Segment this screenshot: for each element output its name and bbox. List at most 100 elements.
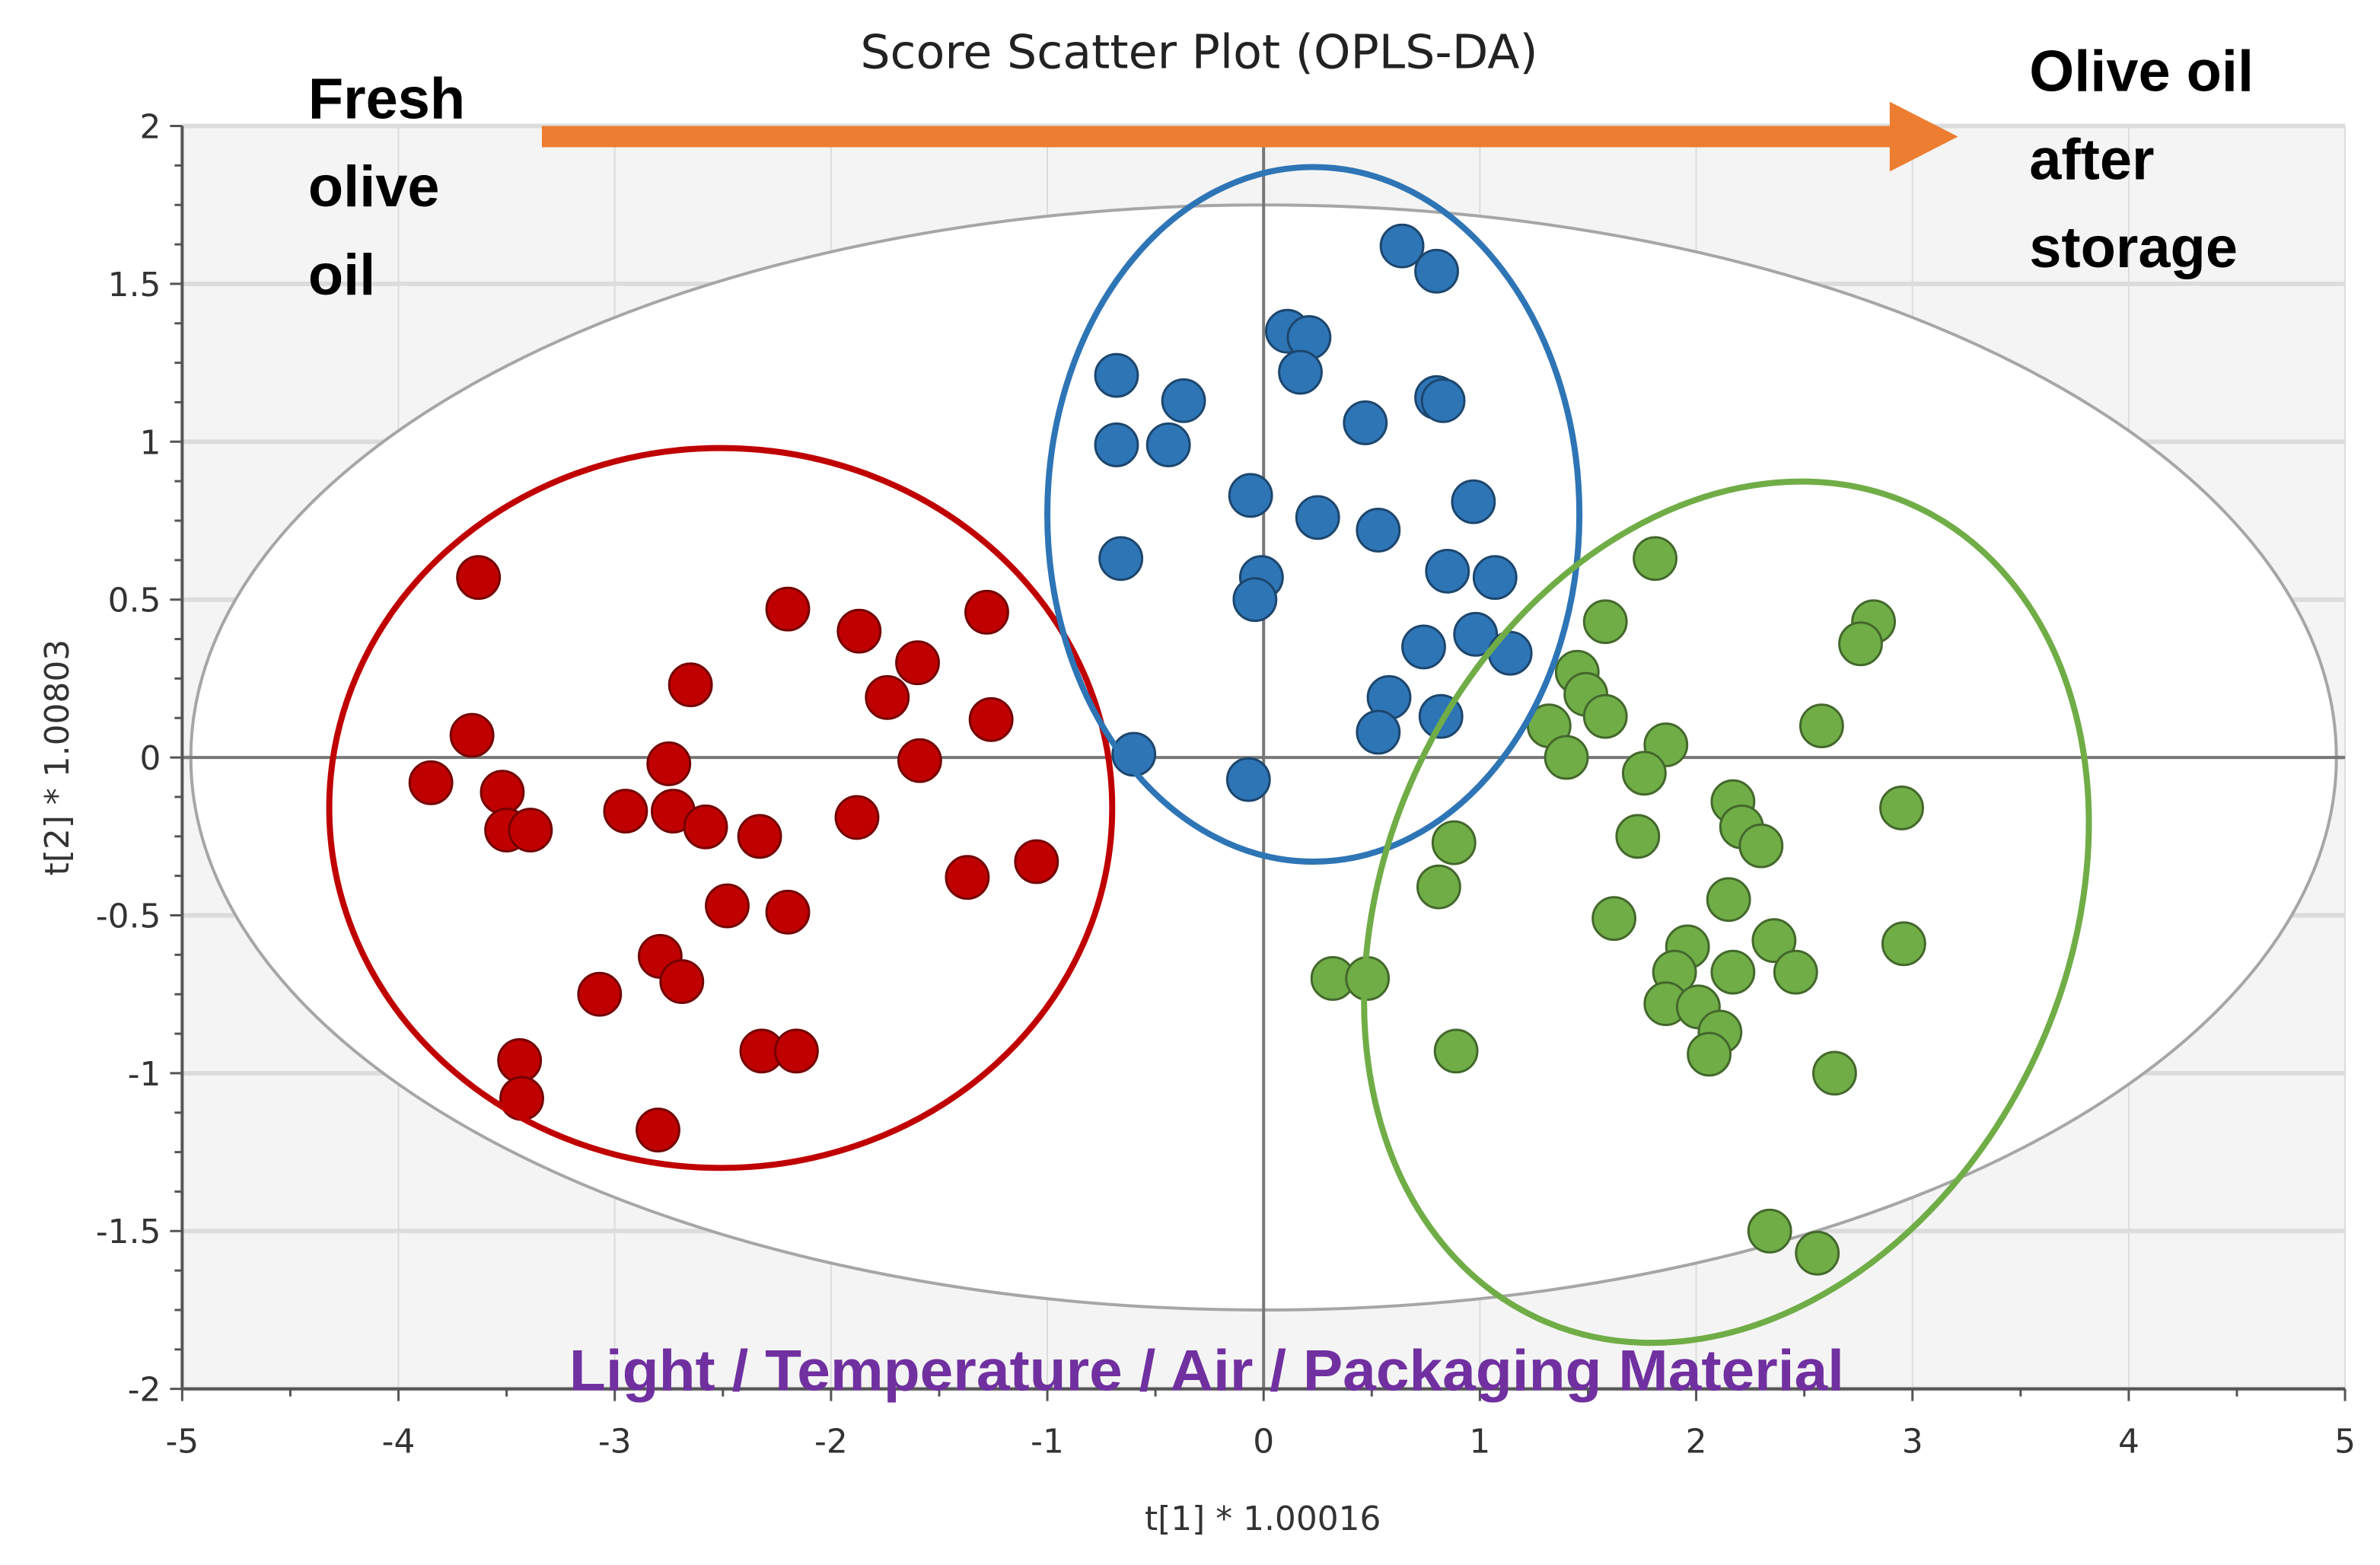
data-point-fresh — [968, 696, 1014, 742]
data-point-intermediate — [1228, 473, 1273, 518]
data-point-fresh — [834, 795, 880, 840]
data-point-fresh — [456, 555, 502, 601]
direction-arrow — [541, 101, 1958, 172]
data-point-fresh — [836, 608, 882, 654]
data-point-intermediate — [1356, 709, 1401, 755]
x-tick-label: -5 — [165, 1422, 199, 1461]
x-tick-label: 4 — [2118, 1422, 2139, 1461]
group-ellipse-fresh — [326, 445, 1116, 1171]
fresh-olive-oil-label: Fresh olive oil — [308, 67, 481, 308]
x-tick-label: -1 — [1031, 1422, 1064, 1461]
data-point-fresh — [659, 959, 705, 1005]
data-point-intermediate — [1453, 611, 1499, 657]
data-point-intermediate — [1225, 757, 1271, 802]
x-tick-label: 3 — [1902, 1422, 1923, 1461]
data-point-stored — [1431, 820, 1477, 865]
arrow-shaft — [541, 126, 1893, 148]
data-point-intermediate — [1111, 732, 1157, 777]
data-point-fresh — [897, 738, 942, 783]
x-tick-label: -3 — [598, 1422, 632, 1461]
group-ellipse-intermediate — [1044, 164, 1583, 865]
data-point-intermediate — [1379, 223, 1425, 269]
data-point-fresh — [705, 883, 750, 929]
data-point-fresh — [683, 804, 728, 849]
data-point-fresh — [895, 640, 940, 686]
data-point-intermediate — [1094, 422, 1139, 467]
data-point-stored — [1433, 1028, 1479, 1074]
axes: -5 -4 -3 -2 -1 0 1 2 3 4 5 -2 -1.5 -1 -0.5 0 0.5 1 1.5 2 — [96, 107, 2356, 1461]
data-point-stored — [1881, 921, 1926, 967]
data-point-intermediate — [1232, 577, 1278, 623]
chart-title: Score Scatter Plot (OPLS-DA) — [860, 25, 1537, 80]
annot-right-line: Olive oil — [2029, 40, 2254, 104]
data-point-stored — [1812, 1050, 1857, 1096]
data-point-stored — [1738, 823, 1784, 869]
data-point-stored — [1710, 949, 1756, 995]
data-point-intermediate — [1487, 630, 1533, 676]
data-point-fresh — [577, 971, 623, 1017]
stored-olive-oil-label: Olive oil after storage — [2029, 40, 2270, 280]
data-point-fresh — [964, 589, 1009, 635]
y-tick-label: 1 — [140, 423, 161, 462]
data-point-fresh — [636, 1108, 680, 1152]
data-point-fresh — [497, 1037, 543, 1083]
annot-right-line: after — [2029, 127, 2154, 192]
data-point-intermediate — [1414, 248, 1459, 294]
data-point-fresh — [480, 770, 525, 815]
y-tick-label: 2 — [140, 107, 161, 146]
x-tick-label: 5 — [2334, 1422, 2356, 1461]
data-point-fresh — [737, 814, 782, 859]
data-point-fresh — [508, 808, 553, 853]
data-point-stored — [1633, 536, 1677, 582]
group-ellipses — [326, 164, 2092, 1347]
data-point-fresh — [499, 1076, 544, 1121]
data-point-stored — [1582, 693, 1628, 739]
data-point-intermediate — [1451, 479, 1496, 524]
data-point-stored — [1416, 864, 1461, 910]
y-tick-label: 0.5 — [108, 582, 161, 620]
annot-left-line: oil — [308, 243, 375, 308]
arrow-head — [1889, 101, 1958, 172]
data-point-intermediate — [1401, 624, 1446, 670]
y-tick-label: -0.5 — [96, 897, 161, 935]
data-point-stored — [1687, 1031, 1732, 1077]
data-point-fresh — [408, 760, 454, 805]
data-point-intermediate — [1472, 555, 1518, 601]
annot-right-line: storage — [2029, 215, 2238, 280]
data-point-fresh — [865, 674, 910, 720]
data-point-stored — [1615, 814, 1661, 859]
data-point-intermediate — [1278, 349, 1323, 395]
y-tick-label: -1.5 — [96, 1213, 161, 1251]
data-point-intermediate — [1356, 508, 1401, 553]
data-point-stored — [1773, 949, 1818, 995]
data-point-stored — [1838, 621, 1883, 667]
y-tick-label: -1 — [128, 1055, 161, 1094]
data-point-stored — [1706, 877, 1751, 923]
x-tick-label: 2 — [1686, 1422, 1707, 1461]
data-point-fresh — [945, 855, 990, 900]
annot-left-line: olive — [308, 155, 440, 219]
data-point-intermediate — [1420, 378, 1466, 423]
zero-axes — [182, 126, 2346, 1389]
data-point-stored — [1544, 735, 1589, 780]
group-ellipse-stored — [1361, 478, 2092, 1347]
data-point-fresh — [765, 889, 811, 935]
data-point-stored — [1799, 703, 1844, 749]
data-point-stored — [1591, 896, 1636, 942]
data-point-stored — [1879, 786, 1924, 830]
x-tick-label: -2 — [814, 1422, 848, 1461]
y-tick-label: -2 — [128, 1371, 161, 1410]
storage-factors-label: Light / Temperature / Air / Packaging Ma… — [569, 1339, 1844, 1404]
data-point-intermediate — [1161, 378, 1206, 423]
data-point-fresh — [667, 662, 713, 708]
data-point-intermediate — [1343, 400, 1388, 445]
data-point-fresh — [1014, 839, 1059, 884]
data-point-fresh — [765, 586, 811, 632]
data-point-intermediate — [1145, 422, 1191, 467]
data-point-stored — [1751, 918, 1797, 964]
data-point-stored — [1795, 1230, 1840, 1276]
data-point-fresh — [773, 1028, 819, 1074]
data-point-stored — [1747, 1208, 1792, 1254]
annot-left-line: Fresh — [308, 67, 465, 132]
